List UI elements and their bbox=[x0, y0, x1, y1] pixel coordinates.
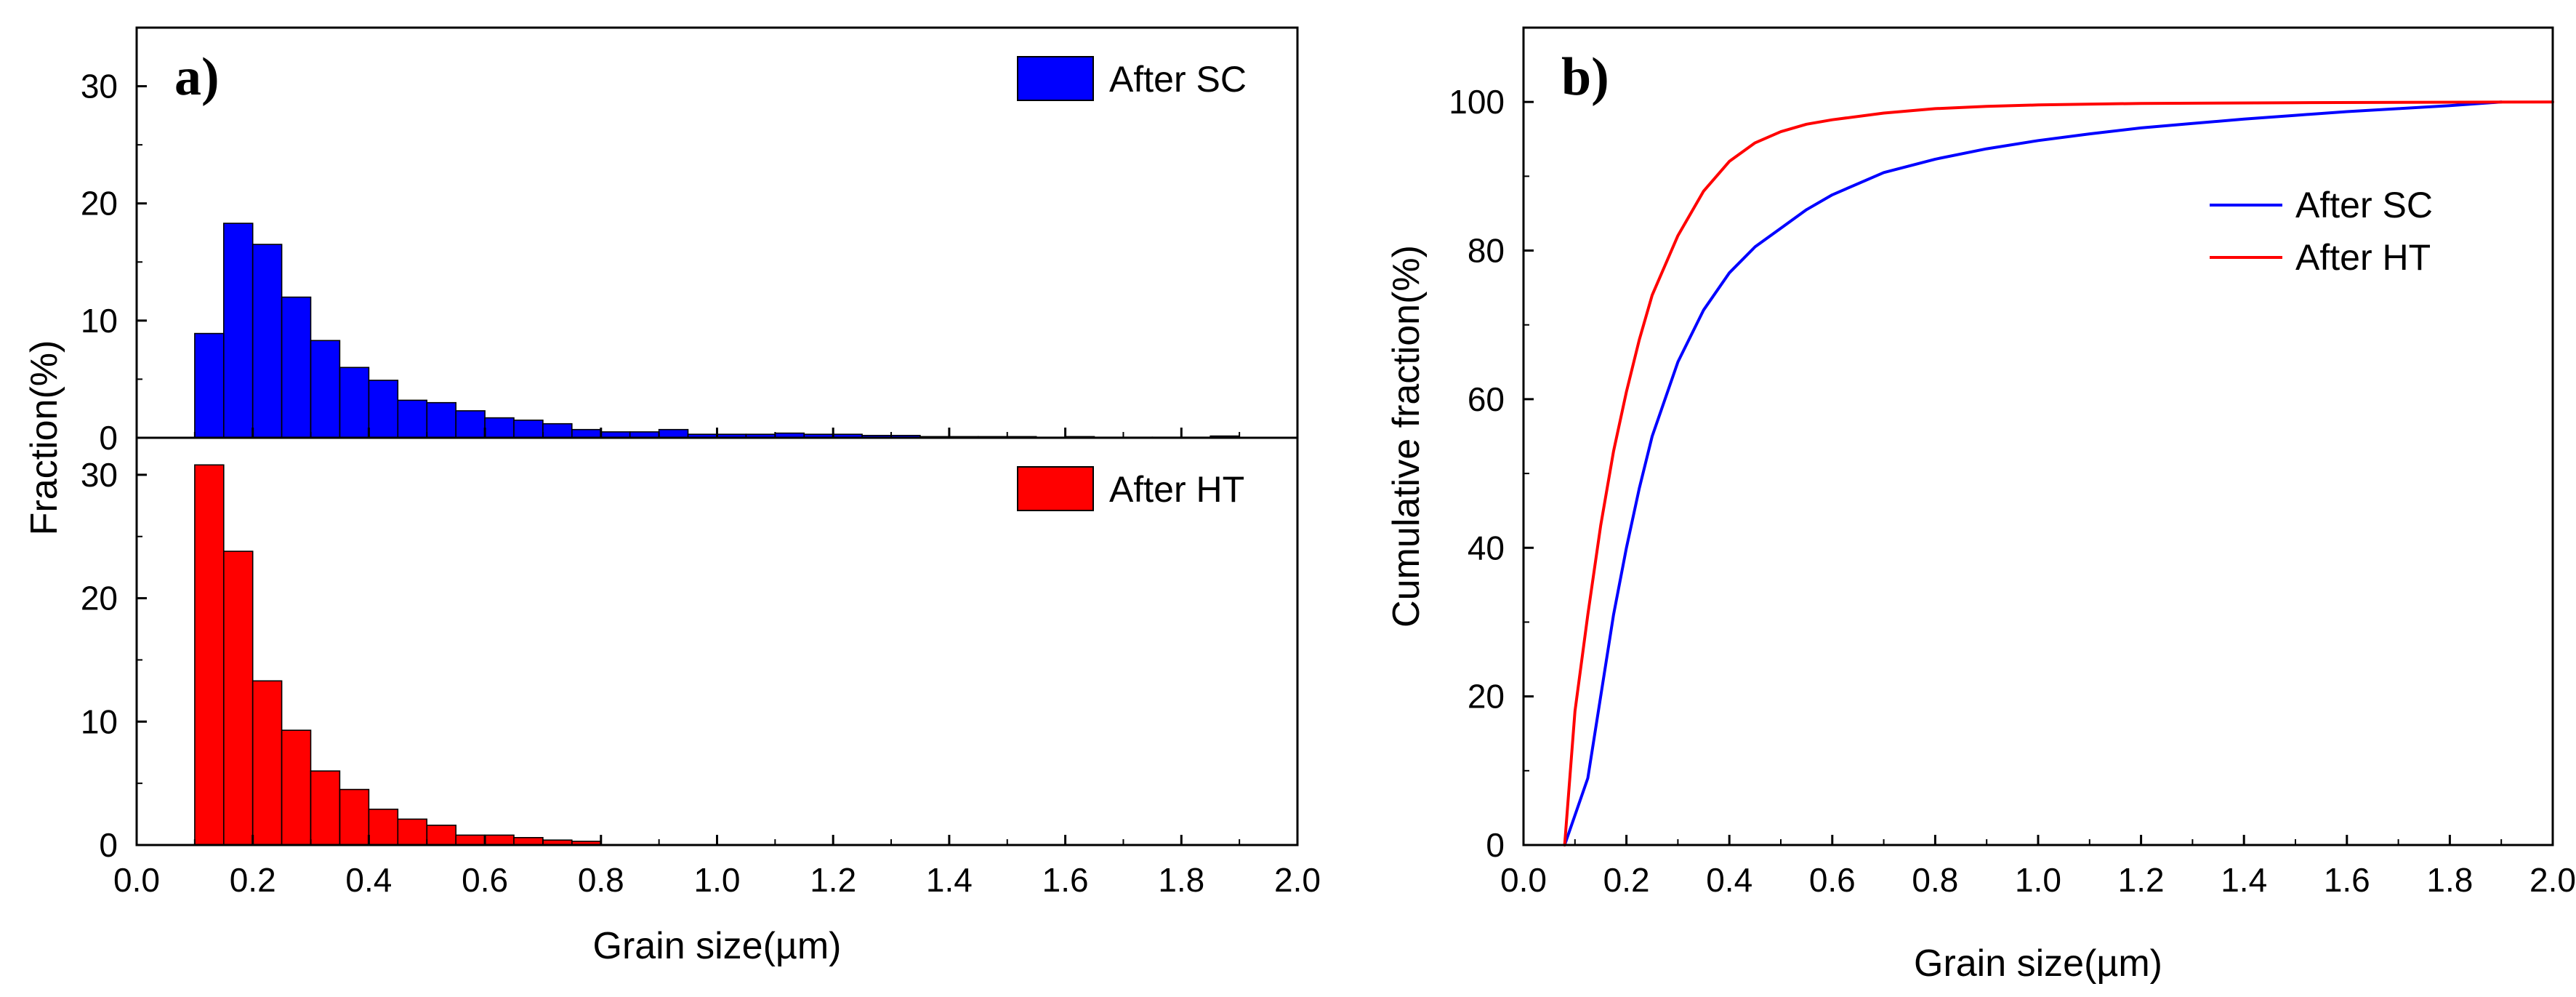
x-tick-label: 1.2 bbox=[810, 861, 856, 899]
histogram-bar bbox=[513, 837, 544, 846]
histogram-bar bbox=[222, 550, 254, 846]
histogram-bar bbox=[397, 818, 427, 846]
y-tick-label: 10 bbox=[81, 302, 118, 340]
x-tick-label: 1.8 bbox=[2426, 861, 2473, 899]
x-tick-label: 0.6 bbox=[462, 861, 508, 899]
y-tick-label: 0 bbox=[99, 419, 118, 457]
x-tick-label: 0.4 bbox=[345, 861, 392, 899]
x-tick-label: 0.8 bbox=[1912, 861, 1958, 899]
histogram-bar bbox=[513, 419, 544, 439]
y-tick-label: 80 bbox=[1468, 232, 1505, 270]
plot-frame bbox=[1522, 26, 2554, 846]
histogram-bar bbox=[339, 788, 370, 846]
x-tick-label: 0.4 bbox=[1706, 861, 1752, 899]
legend-swatch bbox=[1017, 466, 1094, 511]
y-axis-title: Cumulative fraction(%) bbox=[1385, 245, 1428, 628]
x-tick-label: 1.4 bbox=[926, 861, 973, 899]
histogram-bar bbox=[484, 417, 515, 439]
panel-label-a: a) bbox=[174, 47, 220, 107]
legend-label: After SC bbox=[1109, 59, 1247, 100]
y-tick-label: 20 bbox=[81, 580, 118, 617]
histogram-bar bbox=[281, 729, 312, 846]
x-tick-label: 1.2 bbox=[2118, 861, 2165, 899]
x-tick-label: 1.6 bbox=[2324, 861, 2370, 899]
histogram-bar bbox=[542, 423, 573, 439]
histogram-bar bbox=[251, 244, 283, 439]
histogram-bar bbox=[368, 809, 399, 846]
y-tick-label: 0 bbox=[1486, 826, 1505, 864]
histogram-bar bbox=[484, 834, 515, 846]
x-tick-label: 1.6 bbox=[1042, 861, 1089, 899]
x-tick-label: 0.0 bbox=[1500, 861, 1547, 899]
legend-label: After HT bbox=[1109, 469, 1244, 510]
histogram-bar bbox=[310, 340, 341, 439]
x-tick-label: 0.2 bbox=[1603, 861, 1650, 899]
histogram-bar bbox=[426, 401, 456, 439]
histogram-bar bbox=[310, 770, 341, 846]
histogram-bar bbox=[658, 428, 689, 439]
histogram-bar bbox=[222, 223, 254, 439]
y-tick-label: 10 bbox=[81, 702, 118, 740]
x-tick-label: 1.0 bbox=[2015, 861, 2061, 899]
y-tick-label: 20 bbox=[1468, 678, 1505, 716]
histogram-bar bbox=[368, 380, 399, 439]
series-line-after-ht bbox=[1563, 100, 2554, 846]
subplot-after-ht: 0 10 20 30 After HT bbox=[81, 436, 1299, 864]
y-tick-label: 100 bbox=[1449, 83, 1505, 121]
x-axis-title: Grain size(µm) bbox=[593, 925, 842, 967]
x-axis-title: Grain size(µm) bbox=[1914, 942, 2162, 985]
histogram-bar bbox=[281, 296, 312, 439]
histogram-bar bbox=[455, 410, 486, 439]
x-tick-label: 0.0 bbox=[113, 861, 160, 899]
x-tick-label: 0.2 bbox=[230, 861, 276, 899]
y-axis-title: Fraction(%) bbox=[23, 340, 65, 536]
y-tick-label: 30 bbox=[81, 68, 118, 105]
x-tick-label: 0.6 bbox=[1809, 861, 1856, 899]
histogram-bar bbox=[251, 680, 283, 846]
series-line-after-sc bbox=[1563, 100, 2503, 846]
y-tick-label: 60 bbox=[1468, 380, 1505, 418]
histogram-bar bbox=[455, 834, 486, 846]
histogram-bar bbox=[397, 399, 427, 439]
panel-label-b: b) bbox=[1561, 47, 1609, 107]
legend-swatch bbox=[1017, 56, 1094, 101]
histogram-bar bbox=[194, 332, 225, 439]
x-tick-label: 0.8 bbox=[578, 861, 624, 899]
y-tick-label: 0 bbox=[99, 826, 118, 864]
histogram-bar bbox=[426, 825, 456, 846]
y-tick-label: 20 bbox=[81, 185, 118, 223]
subplot-after-sc: 0 10 20 30 After SC bbox=[81, 26, 1299, 457]
histogram-bar bbox=[571, 428, 602, 439]
y-tick-label: 40 bbox=[1468, 529, 1505, 566]
histogram-bar bbox=[339, 367, 370, 439]
y-tick-label: 30 bbox=[81, 456, 118, 494]
panel-b-cumulative-chart: 0 20 40 60 80 100 0.0 0.2 0.4 0.6 0.8 1.0 1.2 1.4 1.6 1… bbox=[1385, 26, 2576, 985]
x-tick-label: 2.0 bbox=[2529, 861, 2576, 899]
histogram-bar bbox=[194, 464, 225, 846]
legend-label: After SC bbox=[2295, 185, 2433, 225]
x-tick-label: 1.0 bbox=[694, 861, 741, 899]
x-tick-label: 1.4 bbox=[2221, 861, 2267, 899]
legend-label: After HT bbox=[2295, 237, 2431, 278]
x-tick-label: 2.0 bbox=[1274, 861, 1321, 899]
x-tick-label: 1.8 bbox=[1158, 861, 1204, 899]
